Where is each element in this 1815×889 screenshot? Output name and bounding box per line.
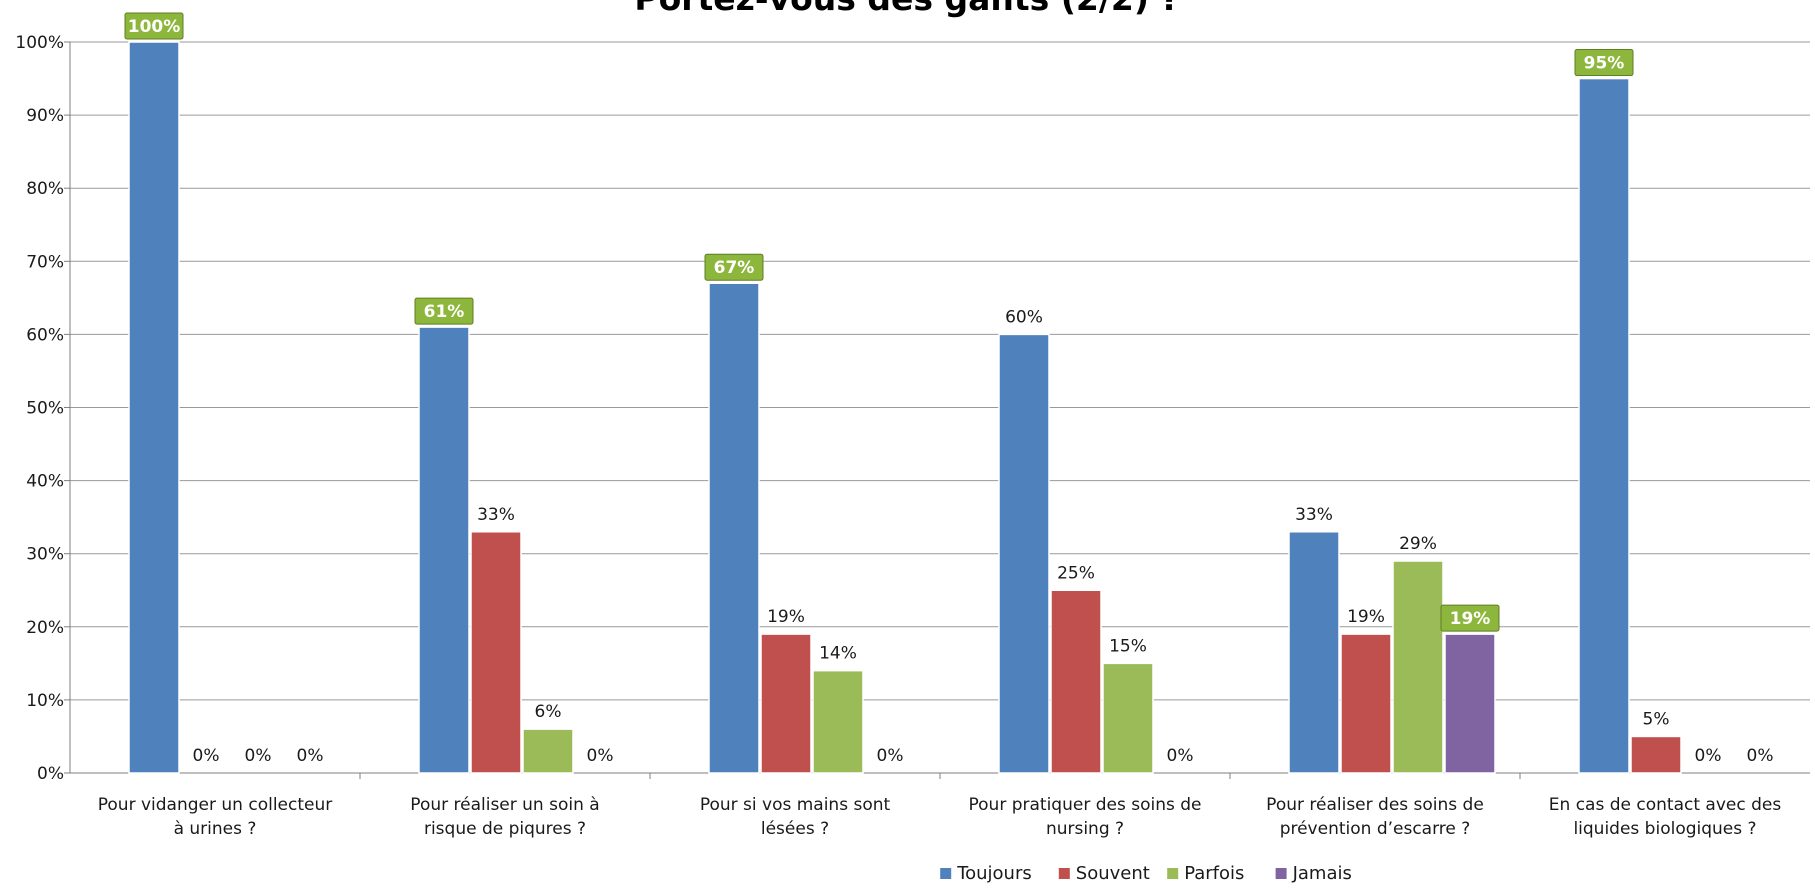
y-tick-label: 100% xyxy=(15,33,64,53)
x-axis: Pour vidanger un collecteur à urines ? Pou… xyxy=(98,773,1782,839)
data-label: 19% xyxy=(767,607,805,627)
data-label: 0% xyxy=(193,746,220,766)
highlight-label-bg xyxy=(414,297,474,325)
x-category-label: lésées ? xyxy=(761,819,829,839)
highlight-label-bg xyxy=(704,253,764,281)
y-tick-label: 90% xyxy=(26,106,64,126)
legend-swatch xyxy=(940,868,952,879)
bar-parfois xyxy=(812,669,864,774)
y-tick-label: 30% xyxy=(26,545,64,565)
y-tick-label: 60% xyxy=(26,325,64,345)
data-labels: 100% 0% 0% 0% 61% 33% 6% 0% 67% 19% 14% 0% 60% 25% 15%… xyxy=(124,12,1774,766)
x-category-label: liquides biologiques ? xyxy=(1573,819,1756,839)
bars xyxy=(128,41,1682,774)
legend-item: Parfois xyxy=(1184,863,1244,884)
data-label: 6% xyxy=(535,702,562,722)
data-label-highlighted: 19% xyxy=(1450,609,1491,629)
y-tick-label: 50% xyxy=(26,399,64,419)
legend-item: Souvent xyxy=(1076,863,1150,884)
data-label: 5% xyxy=(1643,709,1670,729)
y-tick-label: 20% xyxy=(26,618,64,638)
data-label: 0% xyxy=(877,746,904,766)
data-label: 0% xyxy=(1747,746,1774,766)
y-tick-label: 40% xyxy=(26,472,64,492)
bar-souvent xyxy=(1630,735,1682,774)
y-tick-label: 70% xyxy=(26,252,64,272)
legend-swatch xyxy=(1058,868,1070,879)
bar-souvent xyxy=(1050,589,1102,774)
y-tick-label: 80% xyxy=(26,179,64,199)
data-label: 0% xyxy=(1695,746,1722,766)
highlight-label-bg xyxy=(124,12,184,40)
data-label: 33% xyxy=(477,505,515,525)
x-category-label: Pour vidanger un collecteur xyxy=(98,795,332,815)
data-label: 19% xyxy=(1347,607,1385,627)
x-category-label: Pour si vos mains sont xyxy=(700,795,891,815)
legend-item: Toujours xyxy=(956,863,1032,884)
legend-swatch xyxy=(1167,868,1179,879)
bar-souvent xyxy=(1340,633,1392,774)
chart-title: Portez-vous des gants (2/2) ? xyxy=(634,0,1179,18)
x-category-label: prévention d’escarre ? xyxy=(1280,819,1471,839)
legend-swatch xyxy=(1275,868,1287,879)
bar-toujours xyxy=(998,333,1050,774)
bar-toujours xyxy=(128,41,180,774)
data-label: 60% xyxy=(1005,307,1043,327)
bar-parfois xyxy=(1392,560,1444,774)
data-label: 14% xyxy=(819,644,857,664)
highlight-label-bg xyxy=(1574,49,1634,77)
data-label-highlighted: 100% xyxy=(128,17,181,37)
bar-souvent xyxy=(470,531,522,774)
gridlines xyxy=(70,41,1810,774)
data-label: 29% xyxy=(1399,534,1437,554)
x-category-label: Pour réaliser des soins de xyxy=(1266,795,1484,815)
data-label-highlighted: 67% xyxy=(714,258,755,278)
y-tick-label: 0% xyxy=(37,764,64,784)
x-category-label: En cas de contact avec des xyxy=(1549,795,1782,815)
bar-toujours xyxy=(1578,77,1630,774)
data-label: 15% xyxy=(1109,636,1147,656)
data-label: 25% xyxy=(1057,563,1095,583)
x-category-label: Pour pratiquer des soins de xyxy=(969,795,1202,815)
data-label-highlighted: 61% xyxy=(424,302,465,322)
y-axis: 0% 10% 20% 30% 40% 50% 60% 70% 80% 90% 100% xyxy=(15,33,71,784)
data-label-highlighted: 95% xyxy=(1584,54,1625,74)
legend: Toujours Souvent Parfois Jamais xyxy=(940,863,1352,884)
x-category-label: nursing ? xyxy=(1046,819,1124,839)
bar-toujours xyxy=(418,326,470,774)
data-label: 0% xyxy=(587,746,614,766)
data-label: 0% xyxy=(245,746,272,766)
bar-toujours xyxy=(1288,531,1340,774)
highlight-label-bg xyxy=(1440,604,1500,632)
x-category-label: risque de piqures ? xyxy=(424,819,586,839)
bar-jamais xyxy=(1444,633,1496,774)
bar-souvent xyxy=(760,633,812,774)
x-category-label: à urines ? xyxy=(174,819,257,839)
data-label: 0% xyxy=(297,746,324,766)
data-label: 0% xyxy=(1167,746,1194,766)
bar-parfois xyxy=(522,728,574,774)
y-tick-label: 10% xyxy=(26,691,64,711)
x-category-label: Pour réaliser un soin à xyxy=(410,795,599,815)
legend-item: Jamais xyxy=(1292,863,1352,884)
bar-parfois xyxy=(1102,662,1154,774)
bar-toujours xyxy=(708,282,760,774)
data-label: 33% xyxy=(1295,505,1333,525)
